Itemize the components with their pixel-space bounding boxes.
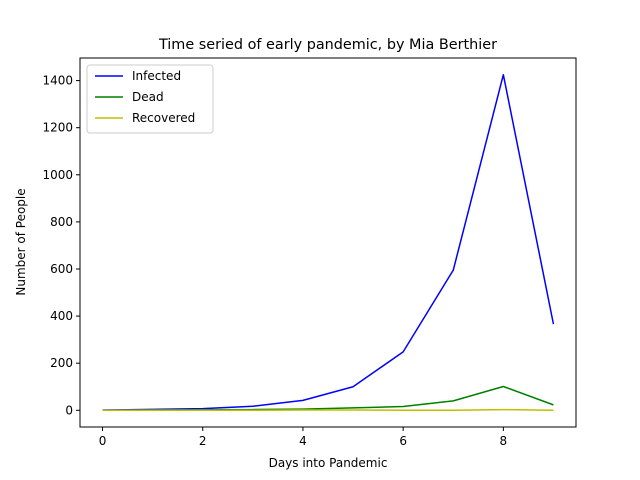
y-tick-label: 1200 (42, 121, 73, 135)
x-tick-label: 4 (299, 434, 307, 448)
legend-label-recovered: Recovered (132, 111, 195, 125)
chart-title: Time seried of early pandemic, by Mia Be… (158, 37, 497, 53)
x-tick-label: 8 (500, 434, 508, 448)
series-line-infected (102, 73, 555, 411)
y-tick-label: 1400 (42, 74, 73, 88)
y-tick-label: 800 (50, 215, 73, 229)
y-axis: 0 200 400 600 800 1000 1200 1400 (42, 74, 80, 417)
legend-label-infected: Infected (132, 69, 181, 83)
x-tick-label: 0 (99, 434, 107, 448)
x-tick-label: 2 (199, 434, 207, 448)
y-tick-label: 1000 (42, 168, 73, 182)
y-tick-label: 400 (50, 309, 73, 323)
x-axis: 0 2 4 6 8 (99, 427, 507, 448)
y-tick-label: 200 (50, 356, 73, 370)
legend-box (86, 64, 214, 134)
legend: Infected Dead Recovered (86, 64, 214, 134)
series-lines (102, 73, 555, 412)
y-tick-label: 0 (65, 403, 73, 417)
y-axis-label: Number of People (14, 188, 28, 295)
x-tick-label: 6 (399, 434, 407, 448)
x-axis-label: Days into Pandemic (269, 456, 388, 470)
legend-label-dead: Dead (132, 90, 164, 104)
y-tick-label: 600 (50, 262, 73, 276)
series-line-recovered (102, 408, 554, 412)
